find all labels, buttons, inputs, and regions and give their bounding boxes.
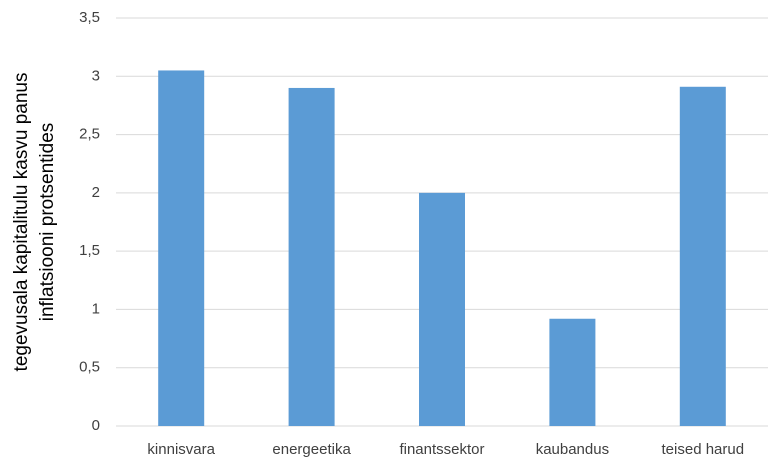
y-tick-label: 2,5	[79, 126, 100, 143]
bar	[158, 70, 205, 426]
y-tick-label: 0,5	[79, 359, 100, 376]
x-tick-label: kinnisvara	[147, 441, 215, 458]
y-tick-label: 3	[92, 67, 100, 84]
x-tick-label: kaubandus	[536, 441, 609, 458]
y-axis-label: inflatsiooni protsentides	[37, 123, 58, 322]
bar	[549, 318, 596, 426]
y-tick-label: 1,5	[79, 242, 100, 259]
y-tick-label: 3,5	[79, 9, 100, 26]
x-tick-label: finantssektor	[399, 441, 484, 458]
bar	[288, 87, 335, 426]
x-tick-label: energeetika	[272, 441, 351, 458]
y-tick-label: 2	[92, 184, 100, 201]
y-tick-label: 1	[92, 300, 100, 317]
bar	[419, 192, 465, 426]
y-axis-label: tegevusala kapitalitulu kasvu panus	[11, 73, 32, 372]
x-tick-label: teised harud	[662, 441, 745, 458]
y-tick-label: 0	[92, 417, 100, 434]
bar	[679, 86, 726, 426]
